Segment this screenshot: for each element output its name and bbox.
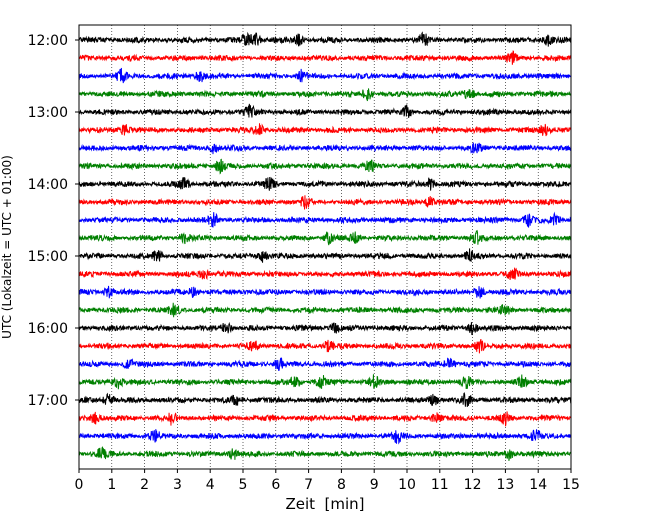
trace-1200 xyxy=(78,31,572,47)
y-tick-label: 17:00 xyxy=(28,393,68,409)
x-tick-label: 5 xyxy=(239,477,248,493)
y-axis: 12:00 13:00 14:00 15:00 16:00 17:00 xyxy=(28,33,79,409)
y-tick-label: 14:00 xyxy=(28,177,68,193)
trace-1730 xyxy=(78,429,572,445)
trace-1615 xyxy=(78,338,572,354)
x-tick-label: 2 xyxy=(140,477,149,493)
trace-1500 xyxy=(78,248,572,263)
trace-1745 xyxy=(78,446,572,461)
y-axis-title: UTC (Lokalzeit = UTC + 01:00) xyxy=(0,155,14,339)
y-tick-label: 15:00 xyxy=(28,249,68,265)
plot-frame xyxy=(78,24,572,470)
trace-1400 xyxy=(78,176,572,191)
x-tick-label: 15 xyxy=(562,477,580,493)
x-tick-label: 14 xyxy=(529,477,547,493)
x-tick-label: 7 xyxy=(304,477,313,493)
trace-1515 xyxy=(78,267,572,281)
trace-group xyxy=(78,31,572,461)
trace-1545 xyxy=(78,302,572,318)
x-tick-label: 0 xyxy=(75,477,84,493)
trace-1715 xyxy=(78,411,572,427)
x-tick-label: 9 xyxy=(370,477,379,493)
trace-1415 xyxy=(78,195,572,210)
trace-1530 xyxy=(78,285,572,299)
grid xyxy=(111,25,539,469)
trace-1300 xyxy=(78,103,572,118)
y-tick-label: 13:00 xyxy=(28,105,68,121)
trace-1230 xyxy=(78,67,572,84)
x-tick-label: 11 xyxy=(431,477,449,493)
x-tick-label: 3 xyxy=(173,477,182,493)
trace-1645 xyxy=(78,374,572,390)
x-tick-label: 13 xyxy=(496,477,514,493)
x-tick-label: 8 xyxy=(337,477,346,493)
trace-1430 xyxy=(78,211,572,228)
trace-1700 xyxy=(78,392,572,408)
x-tick-label: 12 xyxy=(464,477,482,493)
x-axis: 0 1 2 3 4 5 6 7 8 9 10 11 12 13 14 15 xyxy=(75,469,580,493)
trace-1345 xyxy=(78,158,572,175)
x-tick-label: 4 xyxy=(206,477,215,493)
trace-1315 xyxy=(78,123,572,137)
trace-1215 xyxy=(78,50,572,65)
x-tick-label: 1 xyxy=(107,477,116,493)
y-tick-label: 12:00 xyxy=(28,33,68,49)
trace-1245 xyxy=(78,88,572,102)
trace-1445 xyxy=(78,229,572,246)
x-tick-label: 6 xyxy=(271,477,280,493)
trace-1630 xyxy=(78,357,572,371)
trace-1600 xyxy=(78,321,572,336)
trace-1330 xyxy=(78,142,572,155)
y-tick-label: 16:00 xyxy=(28,321,68,337)
x-tick-label: 10 xyxy=(398,477,416,493)
x-axis-title: Zeit [min] xyxy=(285,495,364,513)
